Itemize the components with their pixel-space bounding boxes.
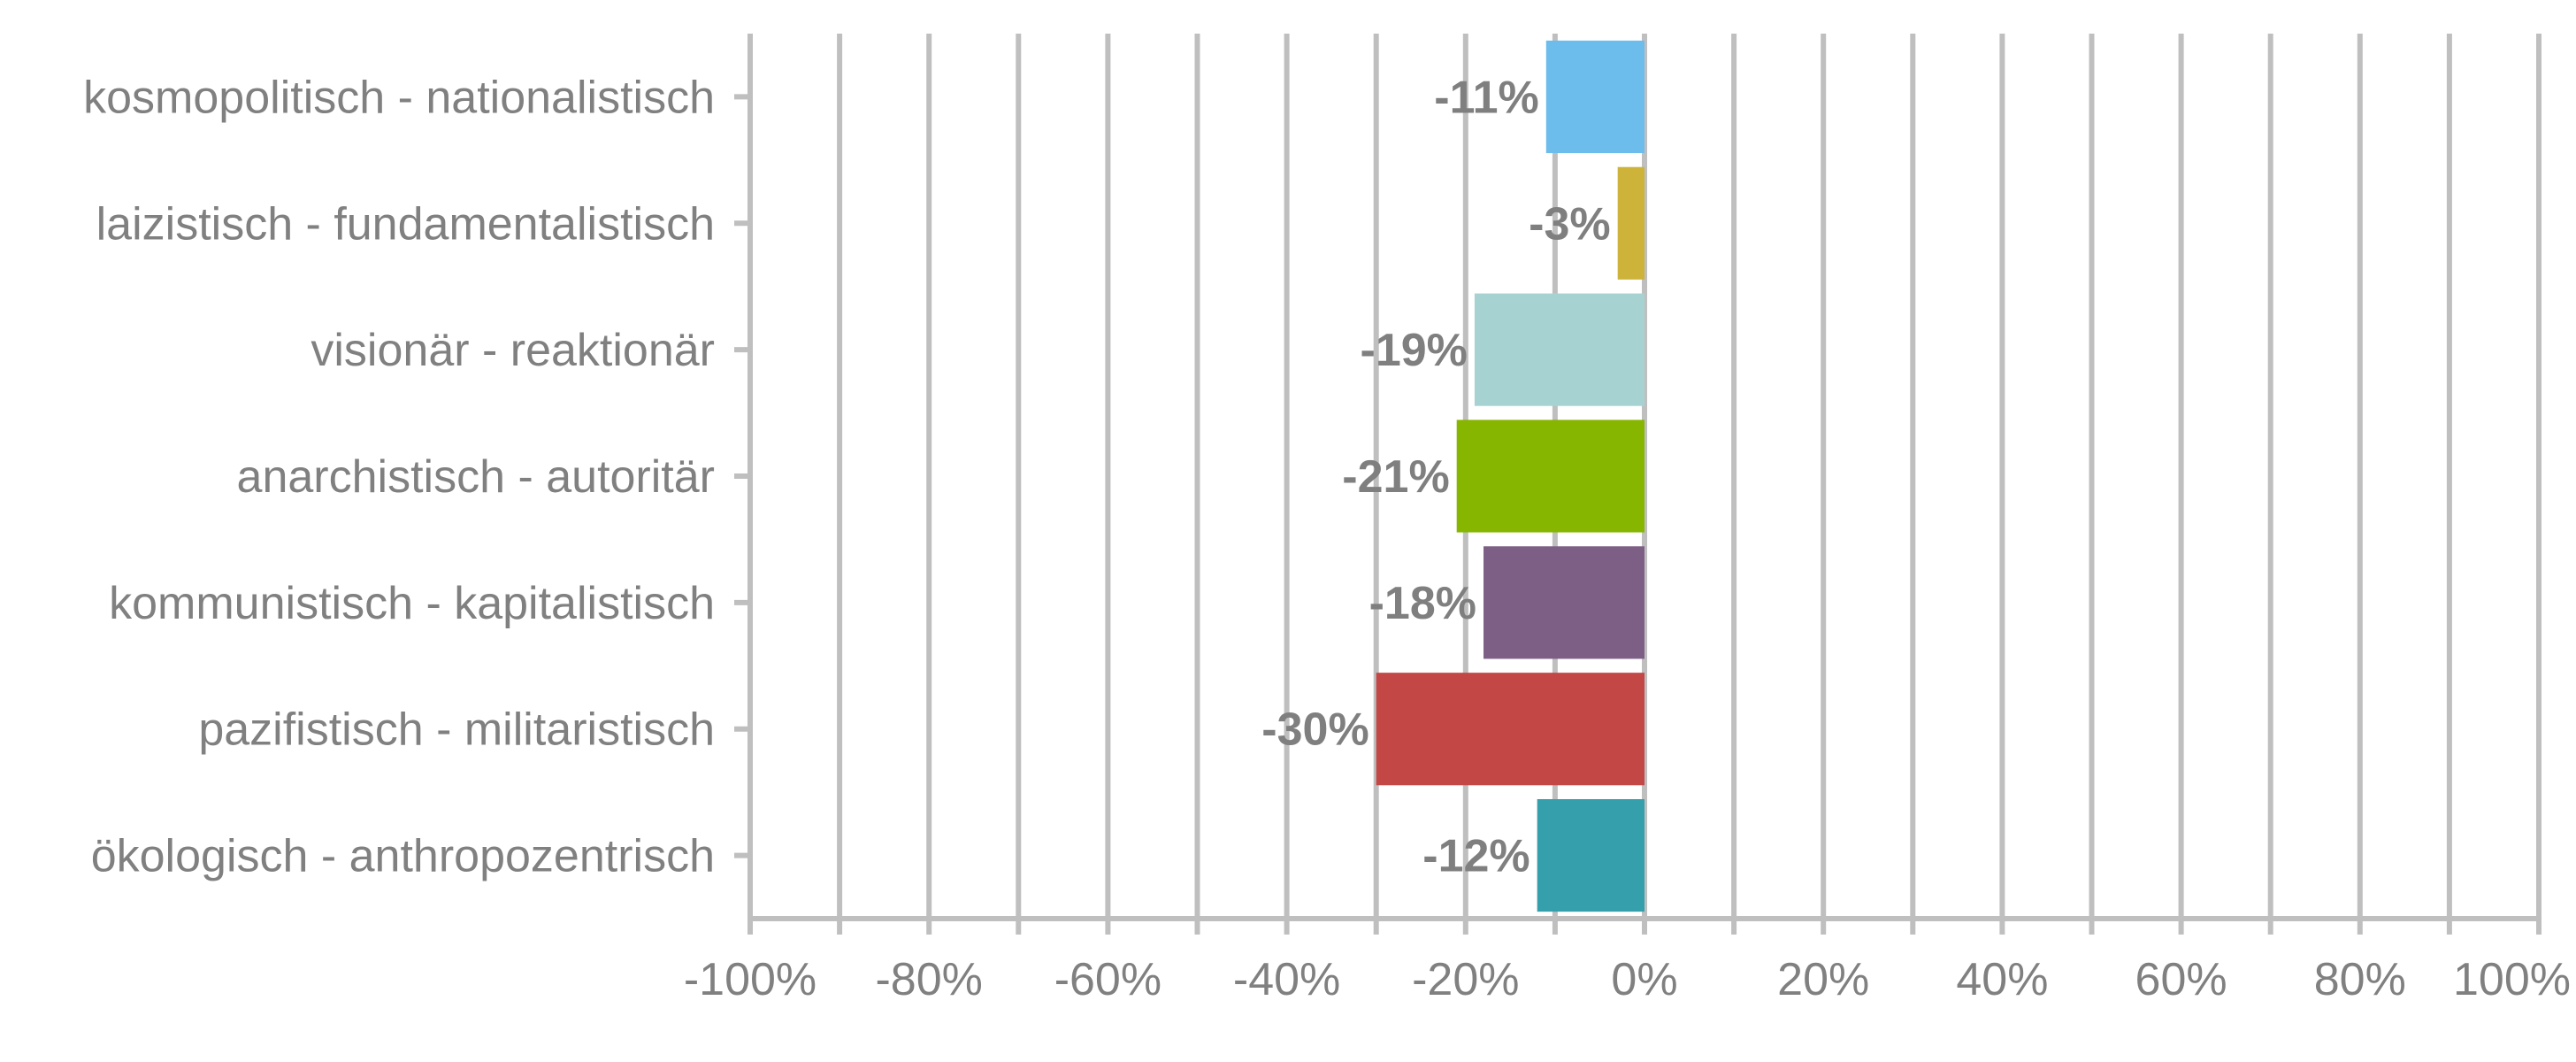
bar (1545, 40, 1644, 153)
category-label: anarchistisch - autoritär (237, 451, 715, 503)
bar (1376, 673, 1644, 786)
axes (734, 34, 2542, 935)
x-tick-label: -40% (1233, 954, 1340, 1005)
category-label: kommunistisch - kapitalistisch (109, 578, 715, 629)
x-tick-label: -80% (875, 954, 982, 1005)
bar (1484, 546, 1644, 659)
x-tick-label: 60% (2135, 954, 2227, 1005)
category-label: ökologisch - anthropozentrisch (91, 831, 715, 882)
data-label: -11% (1434, 72, 1539, 123)
category-label: laizistisch - fundamentalistisch (96, 198, 715, 250)
data-label: -3% (1529, 198, 1610, 250)
data-label: -30% (1261, 704, 1368, 756)
category-labels: kosmopolitisch - nationalistisch laizisti… (83, 72, 715, 881)
data-label: -21% (1342, 451, 1449, 503)
data-label: -12% (1422, 831, 1530, 882)
category-label: visionär - reaktionär (310, 325, 715, 376)
category-label: kosmopolitisch - nationalistisch (83, 72, 715, 123)
data-labels: -11% -3% -19% -21% -18% -30% -12% (1261, 72, 1610, 881)
bar (1537, 799, 1644, 912)
x-tick-label: 80% (2314, 954, 2406, 1005)
x-tick-labels: -100% -80% -60% -40% -20% 0% 20% 40% 60% 80% 100% (684, 954, 2571, 1005)
data-label: -18% (1369, 578, 1476, 629)
bars (1376, 40, 1644, 912)
bar (1617, 166, 1644, 280)
x-tick-label: 20% (1777, 954, 1869, 1005)
x-tick-label: -20% (1412, 954, 1519, 1005)
bar (1474, 293, 1644, 406)
x-tick-label: -100% (684, 954, 816, 1005)
category-label: pazifistisch - militaristisch (198, 704, 715, 756)
data-label: -19% (1361, 325, 1468, 376)
x-tick-label: 40% (1956, 954, 2048, 1005)
bar (1456, 419, 1644, 533)
x-tick-label: 100% (2453, 954, 2571, 1005)
x-tick-label: -60% (1054, 954, 1162, 1005)
x-tick-label: 0% (1611, 954, 1677, 1005)
